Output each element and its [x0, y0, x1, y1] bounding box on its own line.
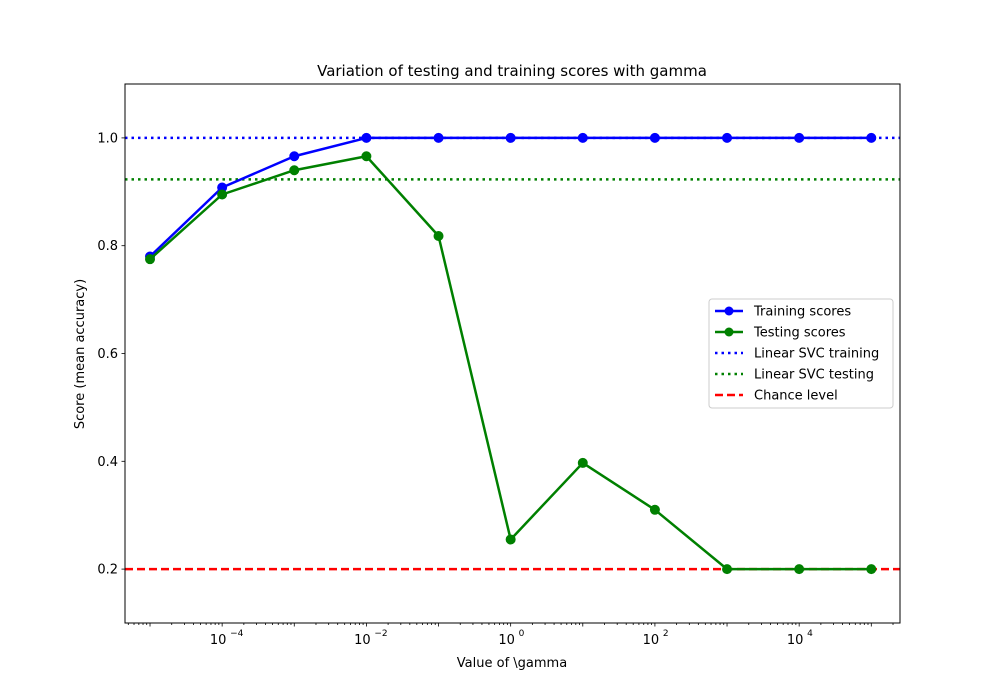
series-1-point-1: [217, 189, 228, 200]
x-tick-exponent-0: −4: [230, 629, 244, 639]
series-1-point-3: [361, 151, 372, 162]
series-0-point-9: [794, 132, 805, 143]
series-0-point-4: [433, 132, 444, 143]
legend-label-0: Training scores: [753, 305, 851, 320]
series-1-point-10: [866, 564, 877, 575]
series-0-point-6: [577, 132, 588, 143]
x-tick-label-0: 10: [210, 633, 227, 648]
legend-label-3: Linear SVC testing: [754, 368, 874, 383]
y-tick-label-2: 0.6: [97, 347, 118, 362]
legend-label-1: Testing scores: [753, 326, 846, 341]
series-0-point-3: [361, 132, 372, 143]
legend-label-2: Linear SVC training: [754, 347, 879, 362]
x-tick-label-4: 10: [787, 633, 804, 648]
series-1-point-5: [505, 534, 516, 545]
legend: Training scores Testing scores Linear SVC …: [708, 298, 894, 409]
plot-area: [124, 83, 901, 624]
y-tick-label-1: 0.4: [97, 455, 118, 470]
series-0-point-7: [649, 132, 660, 143]
series-0-point-5: [505, 132, 516, 143]
series-1-point-8: [722, 564, 733, 575]
chart-title: Variation of testing and training scores…: [317, 62, 707, 80]
series-1-point-6: [577, 457, 588, 468]
plot-content: [125, 132, 900, 575]
x-tick-label-3: 10: [643, 633, 660, 648]
series-1-point-2: [289, 165, 300, 176]
series-line-0: [149, 136, 872, 258]
legend-box: [708, 298, 894, 409]
series-1-point-9: [794, 564, 805, 575]
y-tick-label-3: 0.8: [97, 239, 118, 254]
x-tick-label-1: 10: [354, 633, 371, 648]
y-axis: 0.2 0.4 0.6 0.8 1.0: [97, 131, 125, 578]
x-tick-exponent-3: 2: [663, 629, 669, 639]
x-tick-label-2: 10: [498, 633, 515, 648]
series-0-point-8: [722, 132, 733, 143]
series-1-point-4: [433, 230, 444, 241]
legend-marker-0: [724, 306, 734, 316]
x-axis-label: Value of \gamma: [457, 656, 567, 671]
legend-marker-1: [724, 327, 734, 337]
series-1-point-0: [145, 254, 156, 265]
series-0-point-2: [289, 151, 300, 162]
x-tick-exponent-4: 4: [807, 629, 813, 639]
series-1-point-7: [649, 504, 660, 515]
legend-label-4: Chance level: [754, 389, 838, 404]
y-tick-label-0: 0.2: [97, 563, 118, 578]
x-tick-exponent-1: −2: [374, 629, 387, 639]
y-tick-label-4: 1.0: [97, 131, 118, 146]
series-0-point-10: [866, 132, 877, 143]
x-tick-exponent-2: 0: [519, 629, 525, 639]
y-axis-label: Score (mean accuracy): [73, 279, 88, 429]
x-axis: 10 −4 10 −2 10 0 10 2 10 4: [127, 623, 894, 648]
